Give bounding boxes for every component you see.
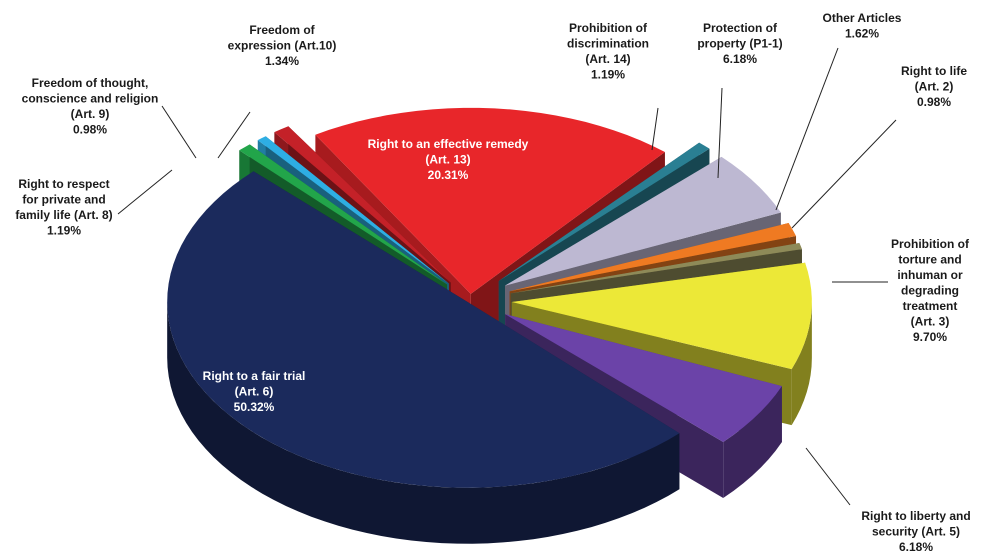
pie-slice-top <box>505 156 781 286</box>
slice-name-label: Right to a fair trial <box>203 369 306 383</box>
pie-slice-top <box>509 223 797 292</box>
slice-label: Prohibition of discrimination (Art. 14) 1.1… <box>567 21 649 82</box>
pie-slice <box>167 171 680 544</box>
slice-label: Freedom of thought, conscience and religi… <box>22 76 159 137</box>
slice-value-label: 1.19% <box>47 224 81 238</box>
leader-line <box>117 169 173 215</box>
slice-name-label: Prohibition of <box>569 21 648 35</box>
slice-value-label: 0.98% <box>73 123 107 137</box>
pie-slice-top <box>274 126 451 283</box>
slice-name-label: Freedom of thought, <box>32 76 149 90</box>
slice-name-label: Right to respect <box>18 177 109 191</box>
pie-slices <box>167 107 812 544</box>
slice-name-label: (Art. 9) <box>71 107 110 121</box>
leader-line <box>791 119 897 229</box>
leader-line <box>805 447 851 506</box>
pie-slice-wall <box>723 386 782 498</box>
slice-value-label: 1.34% <box>265 54 299 68</box>
slice-name-label: Other Articles <box>823 11 902 25</box>
slice-name-label: degrading <box>901 284 959 298</box>
leader-line <box>775 47 839 211</box>
slice-name-label: Prohibition of <box>891 237 970 251</box>
slice-name-label: family life (Art. 8) <box>15 208 112 222</box>
slice-name-label: treatment <box>903 299 958 313</box>
slice-name-label: (Art. 3) <box>911 315 950 329</box>
pie-slice-top <box>498 142 710 282</box>
slice-value-label: 50.32% <box>234 400 275 414</box>
slice-name-label: inhuman or <box>897 268 963 282</box>
slice-name-label: Right to an effective remedy <box>368 137 529 151</box>
slice-name-label: torture and <box>898 253 961 267</box>
pie-slice-top <box>167 171 680 488</box>
slice-value-label: 1.19% <box>591 68 625 82</box>
pie-slice-top <box>505 314 782 442</box>
pie-slice-top <box>315 107 665 294</box>
slice-name-label: conscience and religion <box>22 92 159 106</box>
leader-line <box>217 111 251 159</box>
slice-label: Prohibition of torture and inhuman or degra… <box>891 237 970 344</box>
pie-slice-top <box>510 243 802 294</box>
leader-lines <box>117 47 897 506</box>
slice-labels: Right to an effective remedy (Art. 13) 20.… <box>15 11 970 554</box>
slice-label: Right to life (Art. 2) 0.98% <box>901 64 967 109</box>
slice-label: Right to respect for private and family li… <box>15 177 112 238</box>
slice-name-label: expression (Art.10) <box>228 39 337 53</box>
slice-label: Right to an effective remedy (Art. 13) 20.… <box>368 137 529 182</box>
pie-slice-wall <box>167 301 680 544</box>
slice-label: Right to liberty and security (Art. 5) 6.1… <box>861 509 970 554</box>
slice-name-label: for private and <box>22 193 105 207</box>
slice-value-label: 1.62% <box>845 27 879 41</box>
slice-name-label: Freedom of <box>249 23 315 37</box>
slice-value-label: 20.31% <box>428 168 469 182</box>
slice-label: Right to a fair trial (Art. 6) 50.32% <box>203 369 306 414</box>
slice-value-label: 6.18% <box>899 540 933 554</box>
slice-name-label: (Art. 14) <box>585 52 630 66</box>
slice-name-label: discrimination <box>567 37 649 51</box>
leader-line <box>717 87 723 179</box>
slice-label: Other Articles 1.62% <box>823 11 902 41</box>
slice-name-label: Protection of <box>703 21 778 35</box>
slice-value-label: 9.70% <box>913 330 947 344</box>
slice-name-label: (Art. 6) <box>235 385 274 399</box>
slice-name-label: Right to life <box>901 64 967 78</box>
pie-slice-top <box>511 262 812 370</box>
pie-slice-wall <box>791 302 812 426</box>
pie-slice-top <box>257 136 449 284</box>
slice-value-label: 6.18% <box>723 52 757 66</box>
slice-label: Freedom of expression (Art.10) 1.34% <box>228 23 337 68</box>
slice-name-label: (Art. 13) <box>425 153 470 167</box>
leader-line <box>161 105 197 159</box>
slice-name-label: security (Art. 5) <box>872 525 960 539</box>
slice-label: Protection of property (P1-1) 6.18% <box>697 21 782 66</box>
slice-name-label: (Art. 2) <box>915 80 954 94</box>
pie-slice-top <box>239 144 448 285</box>
slice-name-label: property (P1-1) <box>697 37 782 51</box>
slice-name-label: Right to liberty and <box>861 509 970 523</box>
slice-value-label: 0.98% <box>917 95 951 109</box>
leader-line <box>651 107 659 151</box>
